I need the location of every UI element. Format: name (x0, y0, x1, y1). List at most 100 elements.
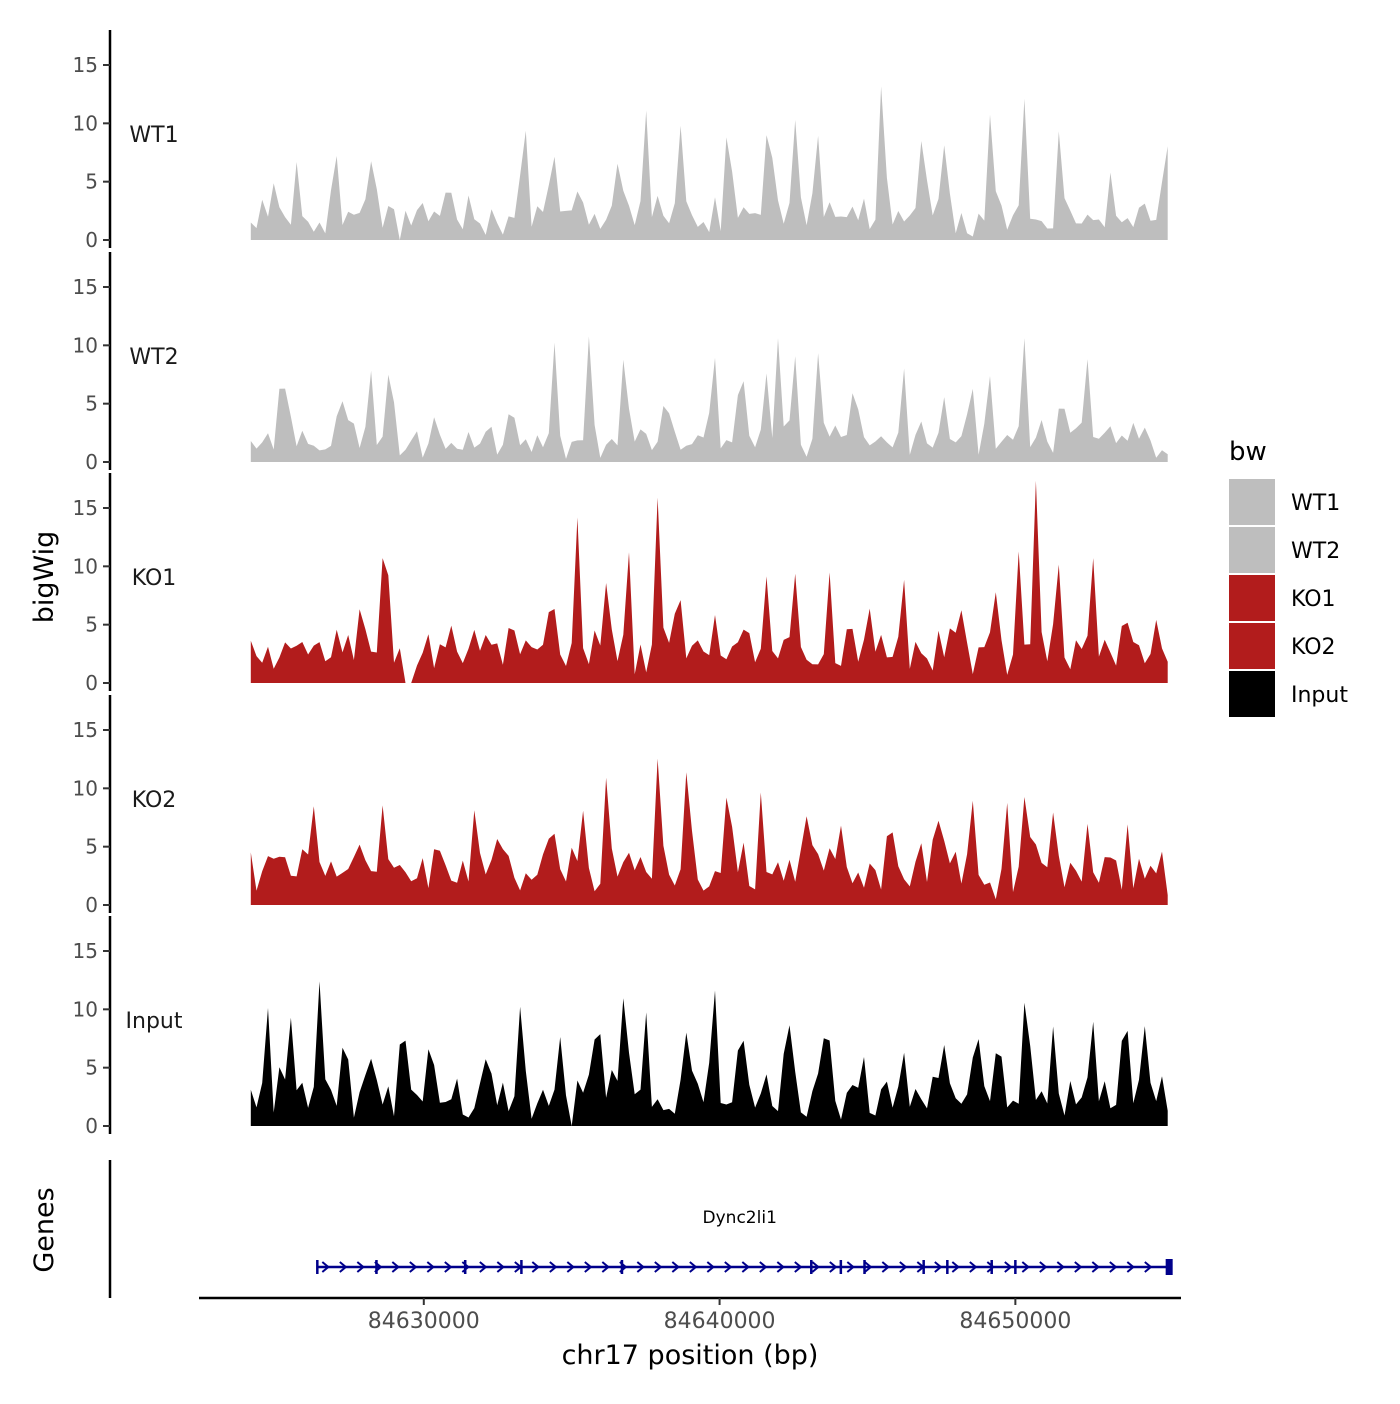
legend-label: Input (1291, 683, 1348, 708)
strand-arrow (899, 1261, 908, 1273)
genes-track-title: Genes (29, 1187, 60, 1272)
exon (620, 1260, 624, 1274)
strand-arrow (636, 1261, 645, 1273)
strand-arrow (724, 1261, 733, 1273)
strand-arrow (864, 1261, 873, 1273)
x-tick-label: 84640000 (664, 1309, 776, 1334)
y-tick-label: 0 (85, 450, 98, 474)
strand-arrow (549, 1261, 558, 1273)
y-tick-label: 5 (85, 835, 98, 859)
y-tick-label: 10 (73, 333, 98, 357)
strand-arrow (1144, 1261, 1153, 1273)
y-tick-label: 15 (73, 275, 98, 299)
strand-arrow (829, 1261, 838, 1273)
strand-arrow (391, 1261, 400, 1273)
legend: WT1 WT2 KO1 KO2 Input (1229, 479, 1348, 717)
exon (316, 1260, 319, 1274)
y-tick-label: 10 (73, 776, 98, 800)
legend-item-ko2: KO2 (1229, 623, 1336, 669)
legend-swatch (1229, 623, 1275, 669)
coverage-area-wt2 (250, 336, 1168, 462)
strand-arrow (881, 1261, 890, 1273)
strand-arrow (776, 1261, 785, 1273)
strand-arrow (934, 1261, 943, 1273)
strand-arrow (689, 1261, 698, 1273)
exon (375, 1260, 378, 1274)
strand-arrow (654, 1261, 663, 1273)
gene-name-label: Dync2li1 (703, 1208, 777, 1228)
strand-arrow (811, 1261, 820, 1273)
y-tick-label: 10 (73, 554, 98, 578)
track-label: KO2 (132, 788, 177, 813)
y-tick-label: 0 (85, 671, 98, 695)
strand-arrow (356, 1261, 365, 1273)
legend-item-wt1: WT1 (1229, 479, 1340, 525)
strand-arrow (496, 1261, 505, 1273)
y-tick-label: 5 (85, 392, 98, 416)
strand-arrow (1039, 1261, 1048, 1273)
y-tick-label: 10 (73, 111, 98, 135)
strand-arrow (479, 1261, 488, 1273)
strand-arrow (584, 1261, 593, 1273)
y-tick-label: 0 (85, 893, 98, 917)
track-label: WT1 (129, 123, 178, 148)
strand-arrow (1021, 1261, 1030, 1273)
legend-swatch (1229, 671, 1275, 717)
track-input: 0 5 10 15 Input (73, 916, 1168, 1138)
y-tick-label: 15 (73, 496, 98, 520)
track-label: KO1 (132, 566, 177, 591)
strand-arrow (706, 1261, 715, 1273)
y-axis-title: bigWig (29, 531, 60, 624)
strand-arrow (951, 1261, 960, 1273)
strand-arrow (601, 1261, 610, 1273)
exon (463, 1260, 467, 1274)
strand-arrow (741, 1261, 750, 1273)
strand-arrow (339, 1261, 348, 1273)
track-wt1: 0 5 10 15 WT1 (73, 30, 1168, 252)
strand-arrow (759, 1261, 768, 1273)
track-label: Input (126, 1009, 183, 1034)
coverage-area-ko2 (250, 758, 1168, 905)
strand-arrow (969, 1261, 978, 1273)
strand-arrow (1074, 1261, 1083, 1273)
strand-arrow (1004, 1261, 1013, 1273)
strand-arrow (671, 1261, 680, 1273)
x-axis-title: chr17 position (bp) (562, 1340, 819, 1371)
y-tick-label: 15 (73, 718, 98, 742)
exon (839, 1260, 843, 1274)
y-tick-label: 5 (85, 613, 98, 637)
legend-label: WT2 (1291, 539, 1340, 564)
coverage-tracks: 0 5 10 15 WT1 0 5 10 15 WT2 0 5 10 15 KO1 0 5 10 15 KO2 0 5 10… (73, 30, 1168, 1138)
strand-arrow (846, 1261, 855, 1273)
strand-arrow (566, 1261, 575, 1273)
strand-arrow (426, 1261, 435, 1273)
strand-arrow (1056, 1261, 1065, 1273)
x-tick-label: 84630000 (368, 1309, 480, 1334)
legend-item-wt2: WT2 (1229, 527, 1340, 573)
genes-track: Dync2li1 (108, 1160, 1173, 1298)
coverage-area-input (250, 981, 1168, 1126)
exon (990, 1260, 993, 1274)
track-ko1: 0 5 10 15 KO1 (73, 473, 1168, 695)
x-tick-label: 84650000 (959, 1309, 1071, 1334)
legend-swatch (1229, 479, 1275, 525)
strand-arrow (1126, 1261, 1135, 1273)
y-tick-label: 10 (73, 997, 98, 1021)
legend-swatch (1229, 527, 1275, 573)
legend-label: KO2 (1291, 635, 1336, 660)
y-tick-label: 5 (85, 1056, 98, 1080)
x-axis: 84630000 84640000 84650000 (199, 1296, 1181, 1334)
gene-dync2li1: Dync2li1 (316, 1208, 1173, 1275)
y-tick-label: 0 (85, 228, 98, 252)
coverage-area-wt1 (250, 86, 1168, 241)
strand-arrow (444, 1261, 453, 1273)
strand-arrow (1109, 1261, 1118, 1273)
legend-item-ko1: KO1 (1229, 575, 1336, 621)
exon (1014, 1260, 1017, 1274)
strand-arrow (986, 1261, 995, 1273)
legend-swatch (1229, 575, 1275, 621)
coverage-area-ko1 (250, 480, 1168, 683)
strand-arrow (321, 1261, 330, 1273)
